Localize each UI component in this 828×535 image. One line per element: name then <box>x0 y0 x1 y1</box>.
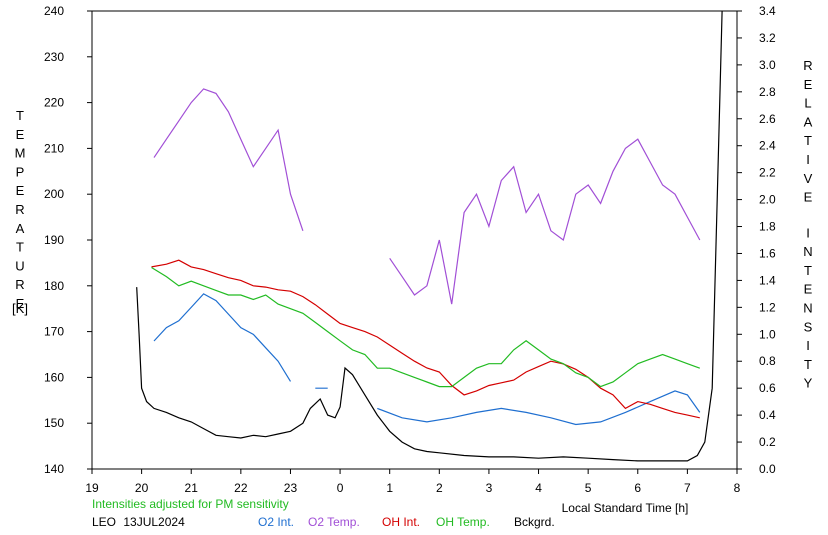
x-tick-label: 20 <box>135 481 149 495</box>
left-axis-ticks: 140 150 160 170 180 190 200 210 220 230 240 <box>44 4 92 476</box>
right-tick-label: 1.0 <box>759 327 776 341</box>
legend-entry: Bckgrd. <box>514 515 555 529</box>
x-tick-label: 19 <box>85 481 99 495</box>
axis-label-letter: R <box>15 277 24 292</box>
left-tick-label: 190 <box>44 233 64 247</box>
axis-label-letter: E <box>804 77 813 92</box>
left-tick-label: 200 <box>44 187 64 201</box>
x-tick-label: 21 <box>185 481 199 495</box>
right-tick-label: 2.4 <box>759 139 776 153</box>
left-tick-label: 240 <box>44 4 64 18</box>
right-tick-label: 1.2 <box>759 300 776 314</box>
right-tick-label: 2.2 <box>759 166 776 180</box>
right-tick-label: 0.0 <box>759 462 776 476</box>
right-tick-label: 0.4 <box>759 408 776 422</box>
legend-entry: OH Int. <box>382 515 420 529</box>
x-tick-label: 23 <box>284 481 298 495</box>
legend-entry: OH Temp. <box>436 515 490 529</box>
x-tick-label: 1 <box>386 481 393 495</box>
left-tick-label: 180 <box>44 279 64 293</box>
axis-label-letter: T <box>16 240 24 255</box>
axis-label-letter: N <box>803 244 812 259</box>
x-tick-label: 22 <box>234 481 248 495</box>
left-tick-label: 170 <box>44 325 64 339</box>
pm-note: Intensities adjusted for PM sensitivity <box>92 497 289 511</box>
axis-label-letter: I <box>806 225 810 240</box>
x-tick-label: 3 <box>486 481 493 495</box>
left-tick-label: 210 <box>44 141 64 155</box>
axis-label-letter: S <box>804 319 813 334</box>
series-layer <box>136 10 723 462</box>
axis-label-letter: M <box>15 146 26 161</box>
x-tick-label: 2 <box>436 481 443 495</box>
axis-label-letter: P <box>16 164 25 179</box>
axis-label-letter: R <box>803 58 812 73</box>
axis-label-letter: T <box>804 263 812 278</box>
x-tick-label: 0 <box>337 481 344 495</box>
x-tick-label: 7 <box>684 481 691 495</box>
right-tick-label: 3.4 <box>759 4 776 18</box>
right-tick-label: 3.2 <box>759 31 776 45</box>
x-axis-ticks: 19 20 21 22 23 0 1 2 3 4 5 6 7 8 <box>85 469 741 495</box>
axis-label-letter: V <box>804 171 813 186</box>
right-tick-label: 2.8 <box>759 85 776 99</box>
legend-entry: O2 Int. <box>258 515 294 529</box>
legend-entry: O2 Temp. <box>308 515 360 529</box>
left-tick-label: 230 <box>44 50 64 64</box>
series-line-oh-temp <box>151 266 701 388</box>
left-tick-label: 140 <box>44 462 64 476</box>
x-axis-label: Local Standard Time [h] <box>562 501 689 515</box>
axis-label-letter: E <box>16 183 25 198</box>
axis-label-letter: U <box>15 258 24 273</box>
axis-label-letter: E <box>16 127 25 142</box>
axis-label-letter: E <box>16 296 25 311</box>
axis-label-letter: N <box>803 301 812 316</box>
axis-label-letter: E <box>804 282 813 297</box>
series-line-bckgrd <box>136 10 723 462</box>
axis-label-letter: T <box>804 357 812 372</box>
right-tick-label: 1.8 <box>759 220 776 234</box>
station-date: LEO 13JUL2024 <box>92 515 185 529</box>
x-tick-label: 8 <box>734 481 741 495</box>
left-tick-label: 160 <box>44 370 64 384</box>
x-tick-label: 4 <box>535 481 542 495</box>
axis-label-letter: A <box>804 114 813 129</box>
right-axis-ticks: 0.0 0.2 0.4 0.6 0.8 1.0 1.2 1.4 1.6 1.8 2.0 2.2 2.4 2… <box>737 4 776 476</box>
axis-label-letter: T <box>16 108 24 123</box>
legend: O2 Int. O2 Temp. OH Int. OH Temp. Bckgrd. <box>258 515 555 529</box>
x-tick-label: 6 <box>634 481 641 495</box>
axis-label-letter: A <box>16 221 25 236</box>
axis-label-letter: R <box>15 202 24 217</box>
plot-frame <box>91 10 738 470</box>
station-name: LEO <box>92 515 116 529</box>
right-tick-label: 1.6 <box>759 246 776 260</box>
axis-label-letter: I <box>806 152 810 167</box>
right-tick-label: 0.8 <box>759 354 776 368</box>
right-tick-label: 0.6 <box>759 381 776 395</box>
axis-label-letter: I <box>806 338 810 353</box>
axis-label-letter: Y <box>804 376 813 391</box>
x-tick-label: 5 <box>585 481 592 495</box>
right-tick-label: 1.4 <box>759 273 776 287</box>
series-line-oh-int <box>151 259 700 419</box>
left-axis-unit: [K] <box>12 301 28 316</box>
right-tick-label: 0.2 <box>759 435 776 449</box>
axis-label-letter: L <box>804 96 811 111</box>
series-line-o2-int <box>153 293 701 426</box>
right-tick-label: 2.6 <box>759 112 776 126</box>
left-tick-label: 150 <box>44 416 64 430</box>
series-line-o2-temp <box>153 88 701 305</box>
right-tick-label: 2.0 <box>759 193 776 207</box>
obs-date: 13JUL2024 <box>123 515 185 529</box>
axis-label-letter: T <box>804 133 812 148</box>
left-tick-label: 220 <box>44 96 64 110</box>
axis-label-letter: E <box>804 190 813 205</box>
right-tick-label: 3.0 <box>759 58 776 72</box>
